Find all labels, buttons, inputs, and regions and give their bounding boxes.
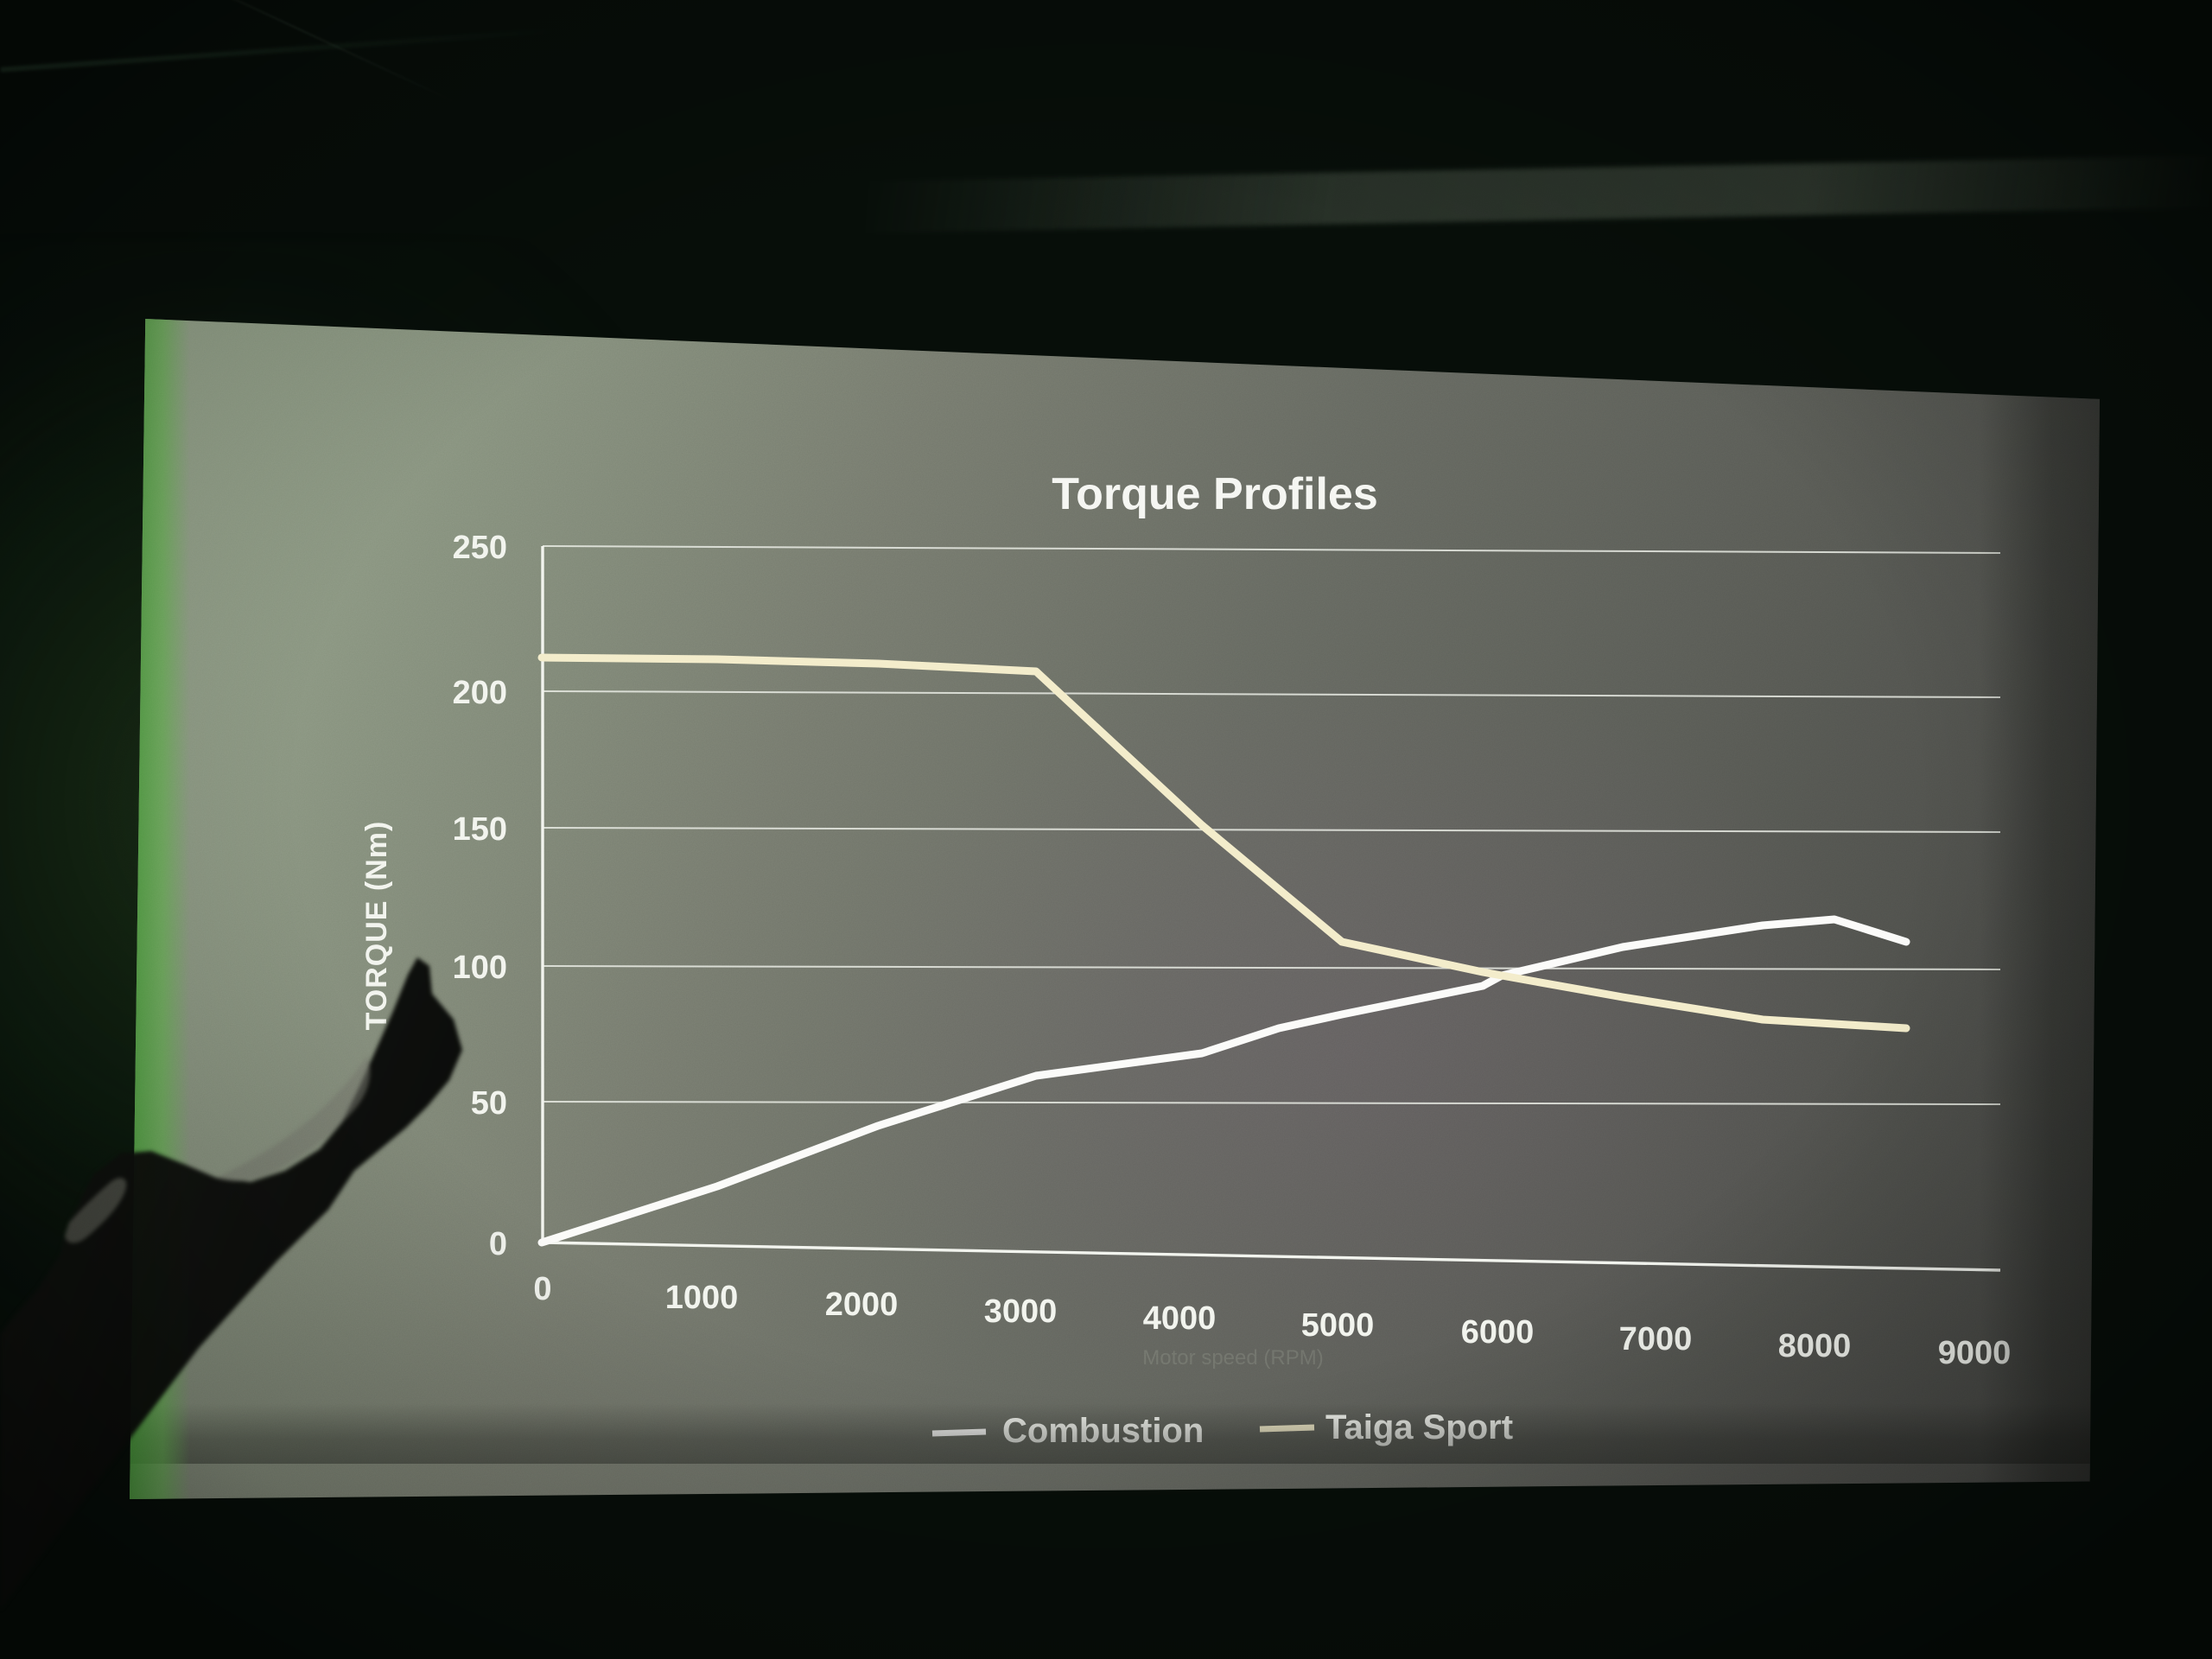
svg-text:200: 200	[453, 675, 507, 711]
svg-text:0: 0	[533, 1271, 551, 1307]
svg-text:250: 250	[453, 530, 507, 566]
svg-text:7000: 7000	[1619, 1321, 1693, 1357]
svg-text:50: 50	[471, 1085, 507, 1122]
svg-text:5000: 5000	[1301, 1307, 1375, 1344]
svg-text:8000: 8000	[1778, 1328, 1852, 1364]
svg-text:2000: 2000	[825, 1287, 899, 1323]
svg-text:1000: 1000	[665, 1280, 739, 1316]
svg-text:0: 0	[489, 1226, 507, 1262]
svg-text:4000: 4000	[1143, 1300, 1217, 1337]
svg-text:100: 100	[453, 950, 507, 986]
svg-text:Torque Profiles: Torque Profiles	[1052, 469, 1378, 519]
svg-text:Motor speed (RPM): Motor speed (RPM)	[1142, 1346, 1323, 1370]
svg-text:3000: 3000	[984, 1294, 1058, 1330]
svg-text:6000: 6000	[1461, 1314, 1535, 1351]
svg-text:150: 150	[453, 811, 507, 848]
svg-text:TORQUE (Nm): TORQUE (Nm)	[360, 821, 393, 1031]
